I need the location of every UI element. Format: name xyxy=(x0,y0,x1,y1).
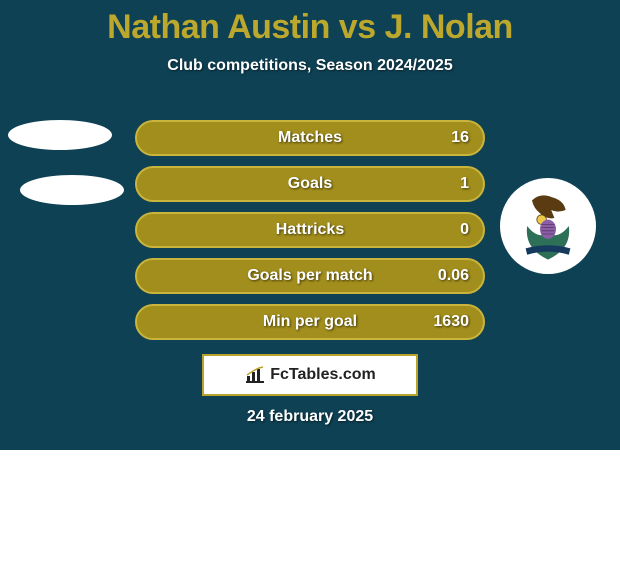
stat-label: Matches xyxy=(278,129,342,147)
stat-value-right: 0 xyxy=(460,221,469,239)
player1-avatar xyxy=(8,120,112,150)
stat-bar: Goals 1 xyxy=(135,166,485,202)
stat-label: Goals xyxy=(288,175,332,193)
club-crest-icon xyxy=(508,186,588,266)
comparison-card: Nathan Austin vs J. Nolan Club competiti… xyxy=(0,0,620,450)
page-title: Nathan Austin vs J. Nolan xyxy=(0,0,620,47)
player2-avatar xyxy=(20,175,124,205)
stat-bar: Hattricks 0 xyxy=(135,212,485,248)
player1-name: Nathan Austin xyxy=(107,8,330,46)
vs-text: vs xyxy=(339,8,376,46)
stat-bars: Matches 16 Goals 1 Hattricks 0 Goals per match… xyxy=(135,120,485,350)
subtitle: Club competitions, Season 2024/2025 xyxy=(0,57,620,75)
player2-club-badge xyxy=(500,178,596,274)
snapshot-date: 24 february 2025 xyxy=(0,408,620,426)
stat-bar: Goals per match 0.06 xyxy=(135,258,485,294)
stat-value-right: 0.06 xyxy=(438,267,469,285)
stat-value-right: 1 xyxy=(460,175,469,193)
bar-chart-icon xyxy=(244,366,266,384)
stat-label: Min per goal xyxy=(263,313,357,331)
fctables-logo[interactable]: FcTables.com xyxy=(202,354,418,396)
stat-bar: Matches 16 xyxy=(135,120,485,156)
stat-value-right: 16 xyxy=(451,129,469,147)
stat-value-right: 1630 xyxy=(433,313,469,331)
player2-name: J. Nolan xyxy=(385,8,513,46)
fctables-text: FcTables.com xyxy=(270,366,376,384)
stat-label: Hattricks xyxy=(276,221,344,239)
stat-label: Goals per match xyxy=(247,267,372,285)
stat-bar: Min per goal 1630 xyxy=(135,304,485,340)
